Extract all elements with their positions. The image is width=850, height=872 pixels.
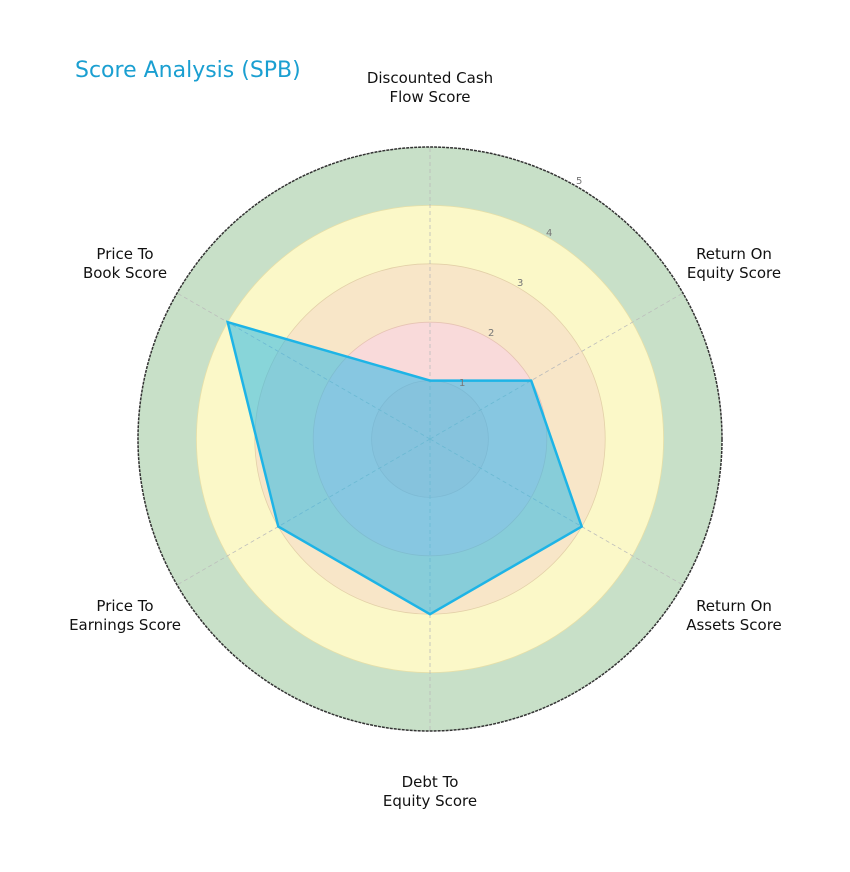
axis-label-roa-line1: Return On (696, 597, 772, 615)
outer-ring (137, 146, 723, 732)
tick-2: 2 (488, 328, 494, 339)
axis-label-pe-line2: Earnings Score (69, 616, 181, 634)
axis-label-roe-line1: Return On (696, 245, 772, 263)
chart-title: Score Analysis (SPB) (75, 58, 301, 83)
axis-label-roe-line2: Equity Score (687, 264, 781, 282)
axis-label-dcf-line1: Discounted Cash (367, 69, 493, 87)
axis-label-dcf-line2: Flow Score (389, 88, 470, 106)
axis-label-de-line1: Debt To (402, 773, 459, 791)
axis-label-roa-line2: Assets Score (686, 616, 782, 634)
tick-5: 5 (576, 176, 582, 187)
axis-label-pe-line1: Price To (96, 597, 153, 615)
series-polygon (225, 320, 584, 616)
tick-4: 4 (546, 228, 552, 239)
axis-label-pb-line1: Price To (96, 245, 153, 263)
axis-label-pb-line2: Book Score (83, 264, 167, 282)
axis-label-de-line2: Equity Score (383, 792, 477, 810)
tick-1: 1 (459, 378, 465, 389)
tick-3: 3 (517, 278, 523, 289)
